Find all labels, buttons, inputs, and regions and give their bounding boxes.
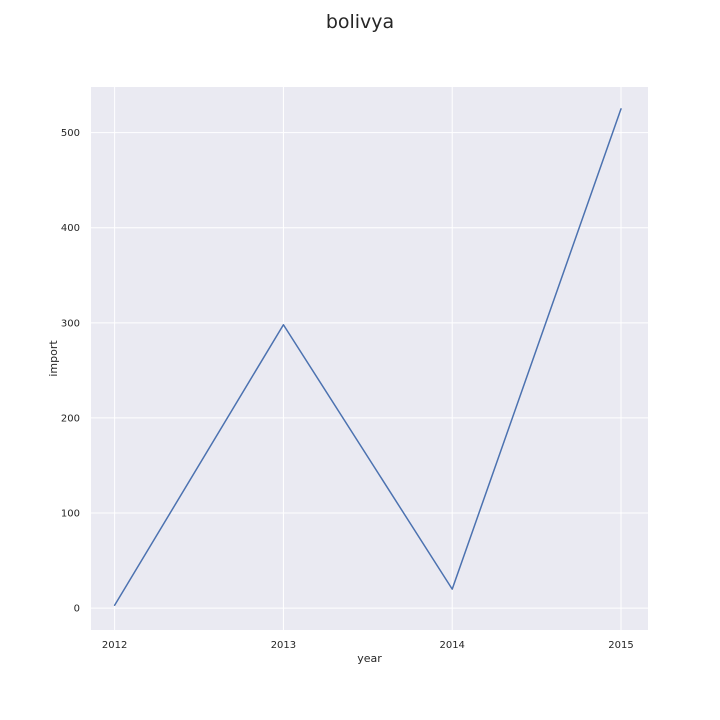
x-tick-label: 2015 (608, 640, 633, 651)
x-tick-label: 2014 (439, 640, 464, 651)
y-tick-label: 200 (61, 413, 80, 424)
plot-area (91, 87, 648, 630)
x-tick-label: 2013 (271, 640, 296, 651)
x-axis-ticks: 2012 2013 2014 2015 (102, 640, 634, 651)
y-tick-label: 500 (61, 128, 80, 139)
y-tick-label: 0 (74, 604, 80, 615)
y-tick-label: 400 (61, 223, 80, 234)
grid-lines (91, 87, 648, 630)
y-axis-ticks: 0 100 200 300 400 500 (61, 128, 80, 614)
x-axis-label: year (357, 652, 382, 665)
chart-title: bolivya (326, 11, 394, 33)
y-axis-label: import (47, 340, 60, 377)
y-tick-label: 100 (61, 509, 80, 520)
y-tick-label: 300 (61, 318, 80, 329)
series-line-0 (113, 108, 622, 607)
series-layer (113, 108, 622, 607)
x-tick-label: 2012 (102, 640, 127, 651)
